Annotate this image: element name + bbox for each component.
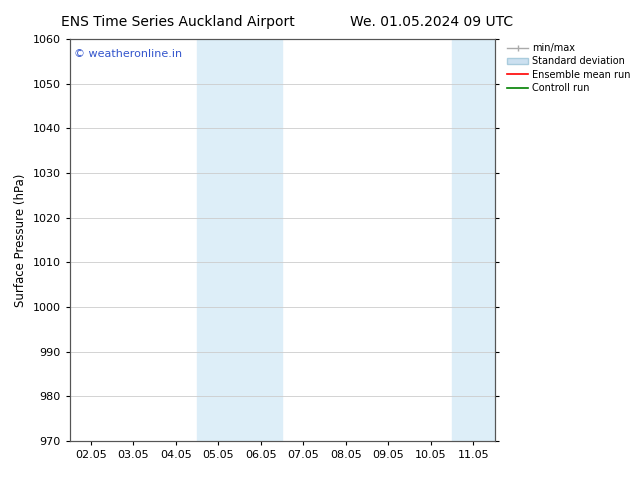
Legend: min/max, Standard deviation, Ensemble mean run, Controll run: min/max, Standard deviation, Ensemble me…: [503, 39, 634, 97]
Bar: [452, 39, 516, 441]
Text: © weatheronline.in: © weatheronline.in: [74, 49, 182, 59]
Y-axis label: Surface Pressure (hPa): Surface Pressure (hPa): [14, 173, 27, 307]
Text: We. 01.05.2024 09 UTC: We. 01.05.2024 09 UTC: [349, 15, 513, 29]
Bar: [197, 39, 282, 441]
Text: ENS Time Series Auckland Airport: ENS Time Series Auckland Airport: [61, 15, 294, 29]
